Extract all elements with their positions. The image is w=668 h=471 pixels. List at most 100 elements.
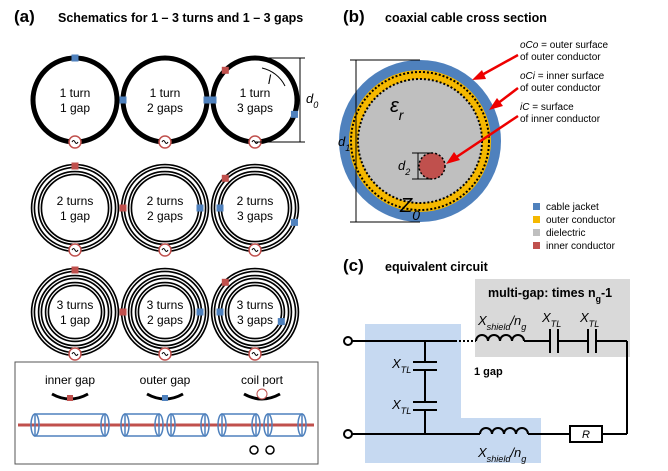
- text-part: /n: [509, 313, 521, 328]
- subscript: 1: [345, 143, 350, 153]
- gap-marker: [204, 97, 211, 104]
- cell-label: 2 gaps: [147, 209, 183, 223]
- gap-marker: [222, 175, 229, 182]
- coil-turn-inner: [137, 284, 193, 340]
- annotation: oCo = outer surface: [520, 40, 609, 51]
- cell-label: 1 turn: [60, 86, 91, 100]
- legend-label: outer gap: [140, 373, 191, 387]
- coil-turn: [123, 58, 207, 142]
- annotation: iC = surface: [520, 102, 574, 113]
- panel-title: equivalent circuit: [385, 260, 489, 274]
- text-part: Z: [399, 195, 413, 217]
- coil-turn-inner: [47, 284, 103, 340]
- coil-turn-inner: [220, 173, 290, 243]
- panel-title: coaxial cable cross section: [385, 11, 547, 25]
- annotation-term: oCi: [520, 71, 536, 82]
- subscript: shield: [487, 454, 512, 464]
- gap-marker: [217, 309, 224, 316]
- legend-swatch: [533, 216, 540, 223]
- text-part: -1: [601, 286, 612, 300]
- legend-label: cable jacket: [546, 202, 599, 213]
- resistor-label: R: [582, 429, 590, 441]
- subscript: TL: [589, 319, 600, 329]
- gap-marker: [72, 55, 79, 62]
- subscript: TL: [401, 365, 412, 375]
- one-gap-label: 1 gap: [474, 366, 503, 378]
- annotation: of outer conductor: [520, 52, 601, 63]
- diameter-symbol: d0: [306, 91, 318, 110]
- panel-label: (b): [343, 7, 365, 26]
- gap-marker: [120, 97, 127, 104]
- coil-turn-inner: [130, 277, 200, 347]
- annotation-text: = surface: [529, 102, 574, 113]
- gap-marker: [120, 309, 127, 316]
- terminal: [250, 446, 258, 454]
- gap-marker: [291, 111, 298, 118]
- cell-label: 3 turns: [57, 298, 94, 312]
- gap-marker: [120, 205, 127, 212]
- cell-label: 2 turns: [57, 194, 94, 208]
- text-part: multi-gap: times n: [488, 286, 596, 300]
- annotation: of inner conductor: [520, 114, 601, 125]
- cell-label: 1 turn: [240, 86, 271, 100]
- cell-label: 3 turns: [237, 298, 274, 312]
- subscript: 0: [313, 100, 318, 110]
- cell-label: 2 gaps: [147, 313, 183, 327]
- annotation-term: oCo: [520, 40, 539, 51]
- cell-label: 1 gap: [60, 101, 90, 115]
- legend-gap: [162, 395, 168, 401]
- cell-label: 1 turn: [150, 86, 181, 100]
- text-part: /n: [509, 445, 521, 460]
- terminal: [266, 446, 274, 454]
- cell-label: 3 gaps: [237, 101, 273, 115]
- subscript: 0: [412, 207, 420, 223]
- subscript: g: [521, 454, 526, 464]
- cell-label: 3 gaps: [237, 209, 273, 223]
- cell-label: 1 gap: [60, 209, 90, 223]
- coil-turn-inner: [33, 166, 117, 250]
- gap-marker: [197, 309, 204, 316]
- coil-turn-inner: [220, 277, 290, 347]
- panel-label: (a): [14, 7, 35, 26]
- legend-label: outer conductor: [546, 215, 616, 226]
- gap-marker: [222, 67, 229, 74]
- panel-title: Schematics for 1 – 3 turns and 1 – 3 gap…: [58, 11, 303, 25]
- subscript: shield: [487, 322, 512, 332]
- coil-turn-inner: [40, 173, 110, 243]
- coil-turn: [33, 58, 117, 142]
- cell-label: 3 turns: [147, 298, 184, 312]
- cell-label: 1 gap: [60, 313, 90, 327]
- legend-swatch: [533, 242, 540, 249]
- coil-turn-inner: [130, 173, 200, 243]
- annotation-text: = outer surface: [538, 40, 608, 51]
- coil-turn-inner: [123, 166, 207, 250]
- legend-b: cable jacket outer conductor dielectric …: [533, 202, 616, 252]
- cell-label: 2 turns: [237, 194, 274, 208]
- legend-label: inner conductor: [546, 241, 616, 252]
- legend-gap: [67, 395, 73, 401]
- gap-marker: [72, 163, 79, 170]
- annotation: of outer conductor: [520, 83, 601, 94]
- cell-label: 3 gaps: [237, 313, 273, 327]
- coil-turn-inner: [40, 277, 110, 347]
- annotation: oCi = inner surface: [520, 71, 605, 82]
- subscript: TL: [401, 406, 412, 416]
- gap-marker: [72, 267, 79, 274]
- subscript: 2: [404, 167, 410, 177]
- gap-marker: [291, 219, 298, 226]
- inner-conductor: [419, 153, 445, 179]
- legend-label: inner gap: [45, 373, 95, 387]
- legend-swatch: [533, 229, 540, 236]
- legend-port: [257, 389, 267, 399]
- subscript: TL: [551, 319, 562, 329]
- annotation-text: = inner surface: [535, 71, 605, 82]
- panel-label: (c): [343, 256, 364, 275]
- cell-label: 2 turns: [147, 194, 184, 208]
- legend-label: coil port: [241, 373, 284, 387]
- gap-marker: [222, 279, 229, 286]
- gap-marker: [197, 205, 204, 212]
- gap-marker: [210, 97, 217, 104]
- cell-label: 2 gaps: [147, 101, 183, 115]
- legend-swatch: [533, 203, 540, 210]
- length-symbol: l: [268, 72, 272, 87]
